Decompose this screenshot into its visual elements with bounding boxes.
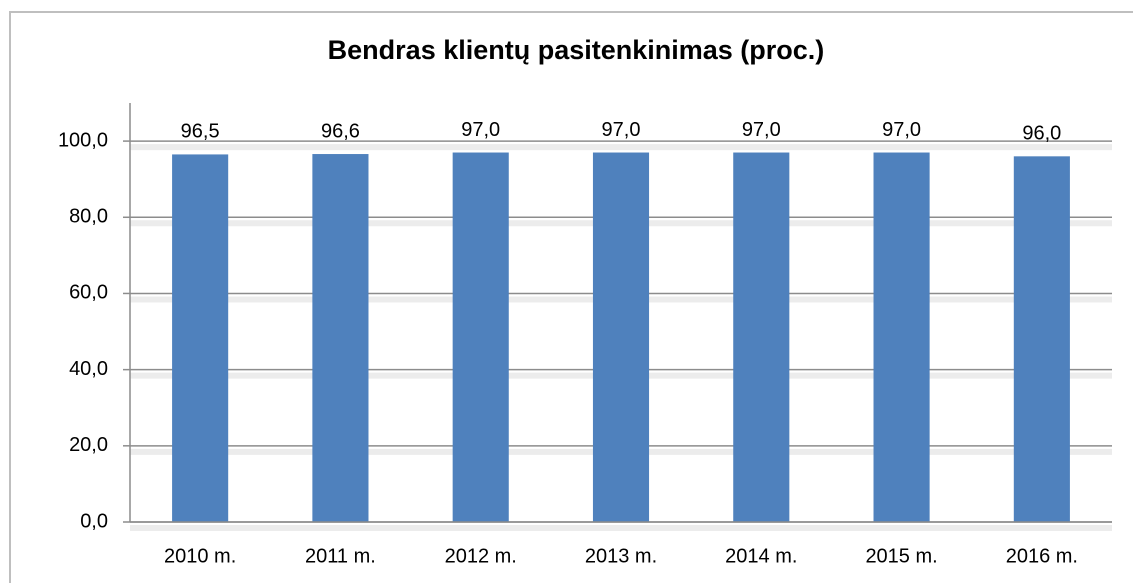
x-tick-label: 2015 m. — [865, 545, 937, 567]
y-tick-label: 0,0 — [80, 510, 108, 532]
bar — [592, 152, 650, 522]
value-label: 97,0 — [882, 119, 921, 141]
x-tick-label: 2013 m. — [585, 545, 657, 567]
bar — [312, 154, 369, 523]
x-tick-label: 2014 m. — [725, 545, 797, 567]
x-tick-label: 2011 m. — [305, 545, 376, 567]
value-label: 96,5 — [181, 121, 220, 143]
y-tick-label: 80,0 — [69, 206, 108, 228]
x-tick-label: 2016 m. — [1006, 545, 1078, 567]
bar — [172, 154, 229, 522]
y-tick-label: 100,0 — [58, 129, 108, 151]
y-tick-label: 40,0 — [69, 358, 108, 380]
chart-title: Bendras klientų pasitenkinimas (proc.) — [328, 35, 825, 65]
bar — [733, 152, 790, 522]
value-label: 97,0 — [742, 119, 781, 141]
y-tick-label: 60,0 — [69, 282, 108, 304]
bar — [1013, 156, 1070, 522]
value-label: 96,6 — [321, 120, 360, 142]
x-tick-label: 2010 m. — [164, 545, 236, 567]
y-tick-label: 20,0 — [69, 434, 108, 456]
value-label: 97,0 — [602, 119, 641, 141]
value-label: 96,0 — [1022, 123, 1061, 145]
value-label: 97,0 — [461, 119, 500, 141]
x-tick-label: 2012 m. — [445, 545, 517, 567]
bar — [873, 152, 930, 522]
bar — [452, 152, 509, 522]
